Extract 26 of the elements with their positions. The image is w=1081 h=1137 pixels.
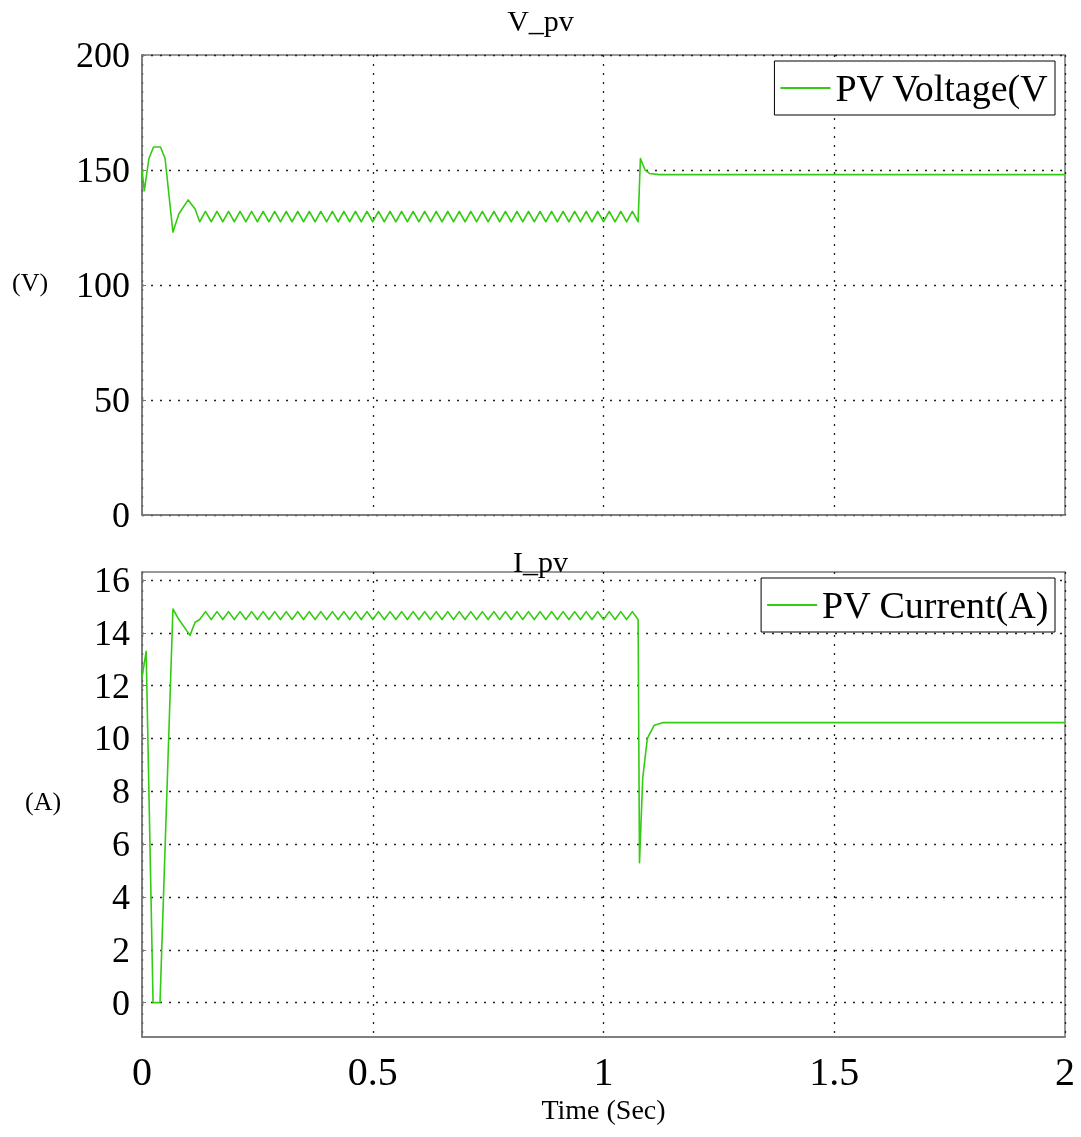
chart-title: I_pv	[513, 544, 568, 578]
y-tick-label: 12	[94, 665, 130, 706]
y-tick-label: 8	[112, 771, 130, 812]
y-tick-label: 150	[76, 150, 130, 190]
y-tick-label: 14	[94, 612, 130, 653]
legend-label: PV Current(A)	[822, 584, 1049, 627]
y-tick-label: 100	[76, 265, 130, 305]
x-tick-label: 1.5	[809, 1048, 860, 1094]
x-axis-title: Time (Sec)	[541, 1094, 666, 1126]
y-tick-label: 2	[112, 929, 130, 970]
line-series	[141, 146, 1066, 233]
y-tick-label: 4	[112, 876, 130, 917]
x-tick-label: 1	[593, 1048, 614, 1094]
y-tick-label: 6	[112, 824, 130, 865]
x-tick-label: 2	[1055, 1048, 1075, 1094]
y-tick-label: 16	[94, 559, 130, 600]
y-axis-title: (V)	[12, 267, 49, 297]
chart-title: V_pv	[507, 3, 574, 37]
legend-label: PV Voltage(V	[835, 67, 1049, 110]
y-tick-label: 0	[112, 982, 130, 1023]
y-tick-label: 200	[76, 35, 130, 75]
y-tick-label: 10	[94, 718, 130, 759]
y-tick-label: 50	[94, 380, 130, 420]
y-tick-label: 0	[112, 495, 130, 535]
y-axis-title: (A)	[25, 787, 62, 816]
x-tick-label: 0.5	[347, 1048, 398, 1094]
